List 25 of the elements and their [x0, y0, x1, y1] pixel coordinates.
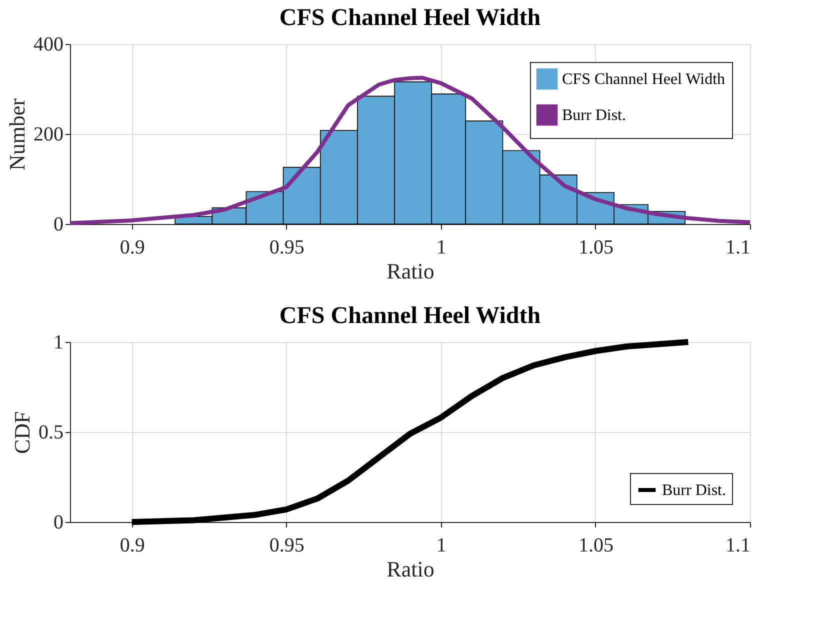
x-tick-label: 0.9: [120, 534, 145, 556]
x-tick-label: 0.9: [120, 236, 145, 258]
y-tick-label: 0: [54, 512, 64, 534]
y-axis-title: CDF: [10, 411, 34, 454]
y-tick-label: 0: [54, 214, 64, 236]
y-tick-label: 200: [34, 124, 64, 146]
x-axis-title: Ratio: [386, 556, 434, 582]
x-tick-label: 1: [436, 534, 446, 556]
legend-label: Burr Dist.: [662, 482, 726, 499]
x-tick-label: 1.05: [578, 534, 614, 556]
legend-label: Burr Dist.: [562, 107, 626, 124]
x-tick-label: 0.95: [269, 534, 304, 556]
chart-title: CFS Channel Heel Width: [279, 303, 541, 329]
x-tick-label: 1.05: [578, 236, 614, 258]
y-axis-title: Number: [4, 98, 30, 171]
x-tick-label: 1: [436, 236, 446, 258]
y-tick-label: 1: [54, 332, 64, 354]
legend-label: CFS Channel Heel Width: [562, 71, 726, 88]
x-tick-label: 0.95: [269, 236, 304, 258]
x-axis-title: Ratio: [386, 258, 434, 284]
y-tick-label: 0.5: [38, 422, 64, 444]
x-tick-label: 1.1: [726, 534, 750, 556]
x-tick-label: 1.1: [726, 236, 750, 258]
y-tick-label: 400: [34, 34, 64, 56]
chart-title: CFS Channel Heel Width: [279, 5, 541, 31]
